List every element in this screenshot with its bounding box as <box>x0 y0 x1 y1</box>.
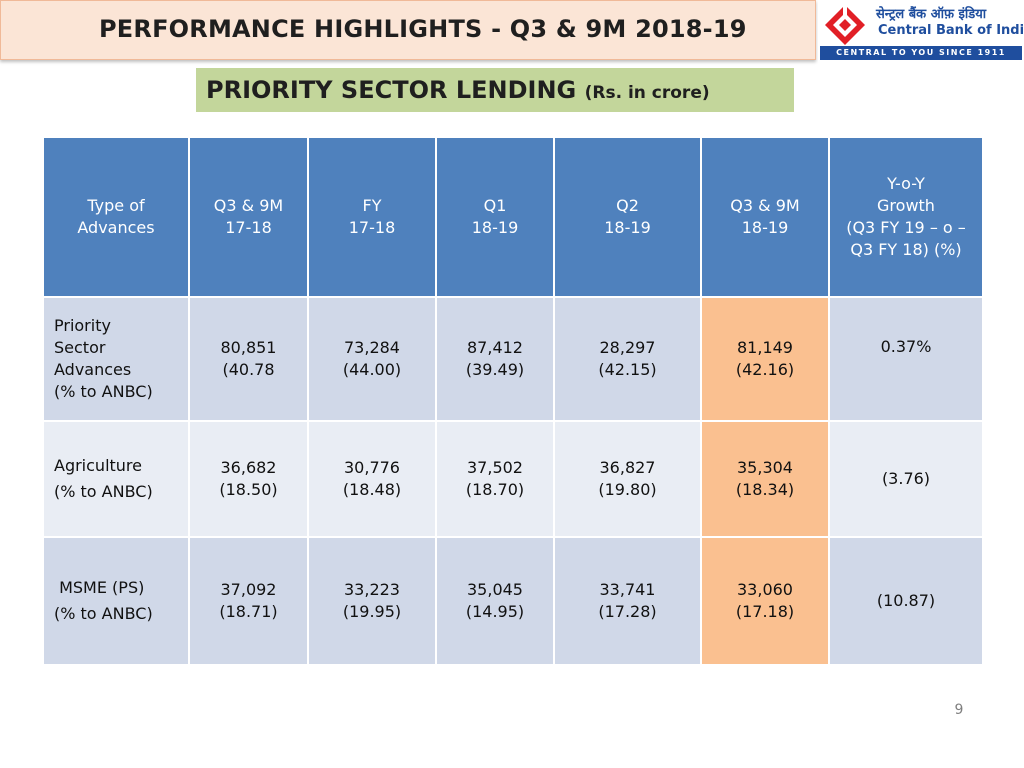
column-header-type: Type of Advances <box>42 136 190 298</box>
table-cell: 80,851 (40.78 <box>188 296 309 422</box>
column-header-yoy-growth: Y-o-Y Growth (Q3 FY 19 – o – Q3 FY 18) (… <box>828 136 984 298</box>
logo-tagline: CENTRAL TO YOU SINCE 1911 <box>820 46 1022 60</box>
section-title-text: PRIORITY SECTOR LENDING <box>206 76 577 104</box>
row-label: MSME (PS) (% to ANBC) <box>42 536 190 666</box>
section-title: PRIORITY SECTOR LENDING (Rs. in crore) <box>206 76 710 104</box>
table-header-row: Type of Advances Q3 & 9M 17-18 FY 17-18 … <box>42 136 984 298</box>
logo-hindi-text: सेन्ट्रल बैंक ऑफ़ इंडिया <box>876 7 987 22</box>
table-cell-highlight: 33,060 (17.18) <box>700 536 830 666</box>
table-row-msme: MSME (PS) (% to ANBC) 37,092 (18.71) 33,… <box>42 536 984 666</box>
table-cell: 36,682 (18.50) <box>188 420 309 538</box>
table-cell: 37,092 (18.71) <box>188 536 309 666</box>
table-cell: 35,045 (14.95) <box>435 536 555 666</box>
table-cell-highlight: 35,304 (18.34) <box>700 420 830 538</box>
logo-english-text: Central Bank of India <box>878 23 1024 38</box>
row-label: Priority Sector Advances (% to ANBC) <box>42 296 190 422</box>
table-cell: 28,297 (42.15) <box>553 296 702 422</box>
column-header-fy-17-18: FY 17-18 <box>307 136 437 298</box>
table-cell: 33,741 (17.28) <box>553 536 702 666</box>
column-header-q1-18-19: Q1 18-19 <box>435 136 555 298</box>
table-cell: 33,223 (19.95) <box>307 536 437 666</box>
column-header-q2-18-19: Q2 18-19 <box>553 136 702 298</box>
section-subtitle: (Rs. in crore) <box>584 83 710 103</box>
page-title: PERFORMANCE HIGHLIGHTS - Q3 & 9M 2018-19 <box>99 15 747 43</box>
header-banner: PERFORMANCE HIGHLIGHTS - Q3 & 9M 2018-19 <box>0 0 816 60</box>
column-header-q3-9m-18-19: Q3 & 9M 18-19 <box>700 136 830 298</box>
priority-sector-table: Type of Advances Q3 & 9M 17-18 FY 17-18 … <box>42 136 984 666</box>
table-cell-highlight: 81,149 (42.16) <box>700 296 830 422</box>
bank-logo: सेन्ट्रल बैंक ऑफ़ इंडिया Central Bank of… <box>818 0 1024 62</box>
row-label: Agriculture (% to ANBC) <box>42 420 190 538</box>
growth-cell: 0.37% <box>828 296 984 422</box>
section-heading: PRIORITY SECTOR LENDING (Rs. in crore) <box>196 68 794 112</box>
table-cell: 37,502 (18.70) <box>435 420 555 538</box>
page-number: 9 <box>954 702 964 718</box>
table-cell: 87,412 (39.49) <box>435 296 555 422</box>
growth-cell: (3.76) <box>828 420 984 538</box>
table-cell: 30,776 (18.48) <box>307 420 437 538</box>
table-row-agriculture: Agriculture (% to ANBC) 36,682 (18.50) 3… <box>42 420 984 538</box>
table-cell: 73,284 (44.00) <box>307 296 437 422</box>
column-header-q3-9m-17-18: Q3 & 9M 17-18 <box>188 136 309 298</box>
growth-cell: (10.87) <box>828 536 984 666</box>
table-cell: 36,827 (19.80) <box>553 420 702 538</box>
table-row-priority-sector: Priority Sector Advances (% to ANBC) 80,… <box>42 296 984 422</box>
bank-emblem-icon <box>822 2 868 48</box>
